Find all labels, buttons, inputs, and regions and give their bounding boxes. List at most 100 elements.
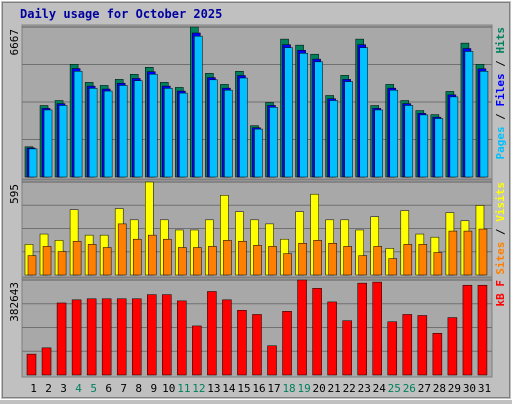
bar: [389, 89, 399, 178]
bar: [329, 100, 338, 178]
bar: [358, 255, 367, 276]
bar: [434, 118, 444, 178]
x-tick-label: 7: [120, 382, 127, 395]
y-max-label: 6667: [8, 29, 21, 56]
x-tick-label: 22: [343, 382, 356, 395]
bar: [103, 90, 113, 178]
bar: [402, 314, 413, 376]
bar: [71, 299, 82, 376]
bar: [41, 347, 52, 376]
bar: [269, 107, 278, 178]
bar: [463, 230, 473, 276]
bar: [388, 258, 398, 276]
bar: [238, 240, 247, 276]
bar: [149, 73, 158, 178]
x-tick-label: 21: [328, 382, 341, 395]
bar: [314, 61, 323, 178]
x-tick-label: 28: [433, 382, 446, 395]
bar: [342, 320, 352, 376]
x-tick-label: 18: [282, 382, 295, 395]
x-tick-label: 25: [388, 382, 401, 395]
x-tick-label: 9: [150, 382, 157, 395]
bar: [419, 114, 429, 178]
bar: [357, 282, 367, 376]
bar: [359, 47, 368, 178]
x-tick-label: 12: [192, 382, 205, 395]
bar: [328, 243, 337, 276]
x-tick-label: 6: [105, 382, 112, 395]
bar: [86, 298, 97, 376]
legend-entry: Pages: [494, 126, 507, 159]
bar: [479, 71, 489, 178]
x-tick-label: 13: [207, 382, 220, 395]
bar: [162, 294, 172, 376]
bar: [193, 247, 202, 276]
bar: [374, 109, 383, 178]
bar: [179, 92, 188, 178]
y-max-label: 595: [8, 184, 21, 204]
bar: [222, 299, 232, 376]
x-tick-label: 30: [463, 382, 476, 395]
x-tick-label: 3: [60, 382, 67, 395]
bar: [177, 300, 187, 376]
x-tick-label: 16: [252, 382, 265, 395]
bar: [72, 240, 82, 276]
bar: [88, 88, 98, 178]
legend-entry: Hits: [494, 27, 507, 54]
bar: [282, 311, 292, 376]
bar: [464, 51, 474, 178]
legend-entry: Sites: [494, 242, 507, 275]
bar: [118, 85, 128, 178]
bar: [101, 298, 112, 376]
legend-separator: /: [494, 113, 507, 120]
bar: [299, 53, 308, 178]
bar: [253, 245, 262, 276]
bar: [433, 252, 443, 276]
bar: [102, 247, 112, 276]
bar: [312, 288, 322, 376]
bar: [147, 294, 157, 376]
bar: [403, 244, 413, 276]
bar: [132, 238, 142, 276]
x-tick-label: 24: [373, 382, 387, 395]
x-tick-label: 14: [222, 382, 236, 395]
legend-entry: Visits: [494, 182, 507, 222]
bar: [252, 314, 262, 376]
bar: [148, 234, 157, 276]
x-tick-label: 27: [418, 382, 431, 395]
bar: [283, 253, 292, 276]
legend-separator: /: [494, 60, 507, 67]
x-tick-label: 2: [45, 382, 52, 395]
legend: kB F: [494, 280, 507, 307]
x-tick-label: 19: [297, 382, 310, 395]
bar: [57, 251, 67, 276]
bar: [133, 80, 143, 178]
bar: [164, 88, 173, 178]
bar: [373, 246, 382, 276]
legend: Pages / Files / Hits: [494, 27, 507, 160]
bar: [87, 244, 97, 276]
bar: [239, 77, 248, 178]
bar: [344, 81, 353, 178]
x-tick-label: 29: [448, 382, 461, 395]
bar: [327, 301, 337, 376]
legend-entry: Files: [494, 73, 507, 106]
bar: [131, 298, 142, 376]
bar: [27, 255, 37, 276]
x-tick-label: 4: [75, 382, 82, 395]
legend-entry: kB F: [494, 280, 507, 307]
bar: [73, 71, 83, 178]
bar: [42, 246, 52, 276]
bar: [298, 243, 307, 276]
bar: [462, 284, 473, 376]
legend: Sites / Visits: [494, 182, 507, 275]
bar: [418, 244, 428, 276]
bar: [387, 321, 398, 376]
bar: [313, 240, 322, 276]
bar: [297, 279, 307, 376]
bar: [404, 105, 414, 178]
bar: [116, 298, 127, 376]
frame-inner: [2, 2, 510, 398]
x-tick-label: 31: [478, 382, 491, 395]
bar: [194, 35, 203, 178]
